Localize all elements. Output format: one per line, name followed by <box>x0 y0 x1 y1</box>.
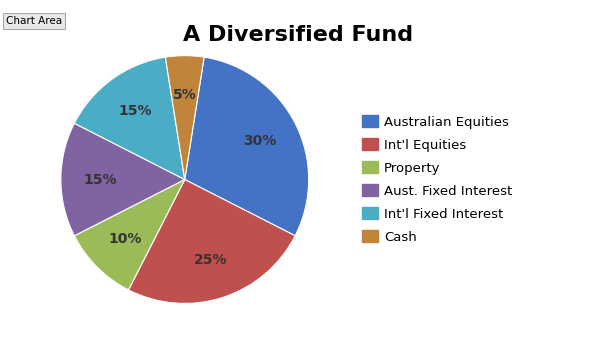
Text: A Diversified Fund: A Diversified Fund <box>183 25 413 45</box>
Text: Chart Area: Chart Area <box>6 16 62 26</box>
Text: 25%: 25% <box>194 253 228 267</box>
Wedge shape <box>185 57 309 236</box>
Wedge shape <box>165 56 204 180</box>
Text: 15%: 15% <box>119 104 152 118</box>
Text: 5%: 5% <box>173 88 197 102</box>
Wedge shape <box>129 180 295 303</box>
Text: 15%: 15% <box>84 172 117 187</box>
Text: 10%: 10% <box>108 232 142 246</box>
Legend: Australian Equities, Int'l Equities, Property, Aust. Fixed Interest, Int'l Fixed: Australian Equities, Int'l Equities, Pro… <box>362 115 513 244</box>
Wedge shape <box>74 57 185 180</box>
Wedge shape <box>61 123 185 236</box>
Text: 30%: 30% <box>243 134 277 148</box>
Wedge shape <box>74 180 185 290</box>
